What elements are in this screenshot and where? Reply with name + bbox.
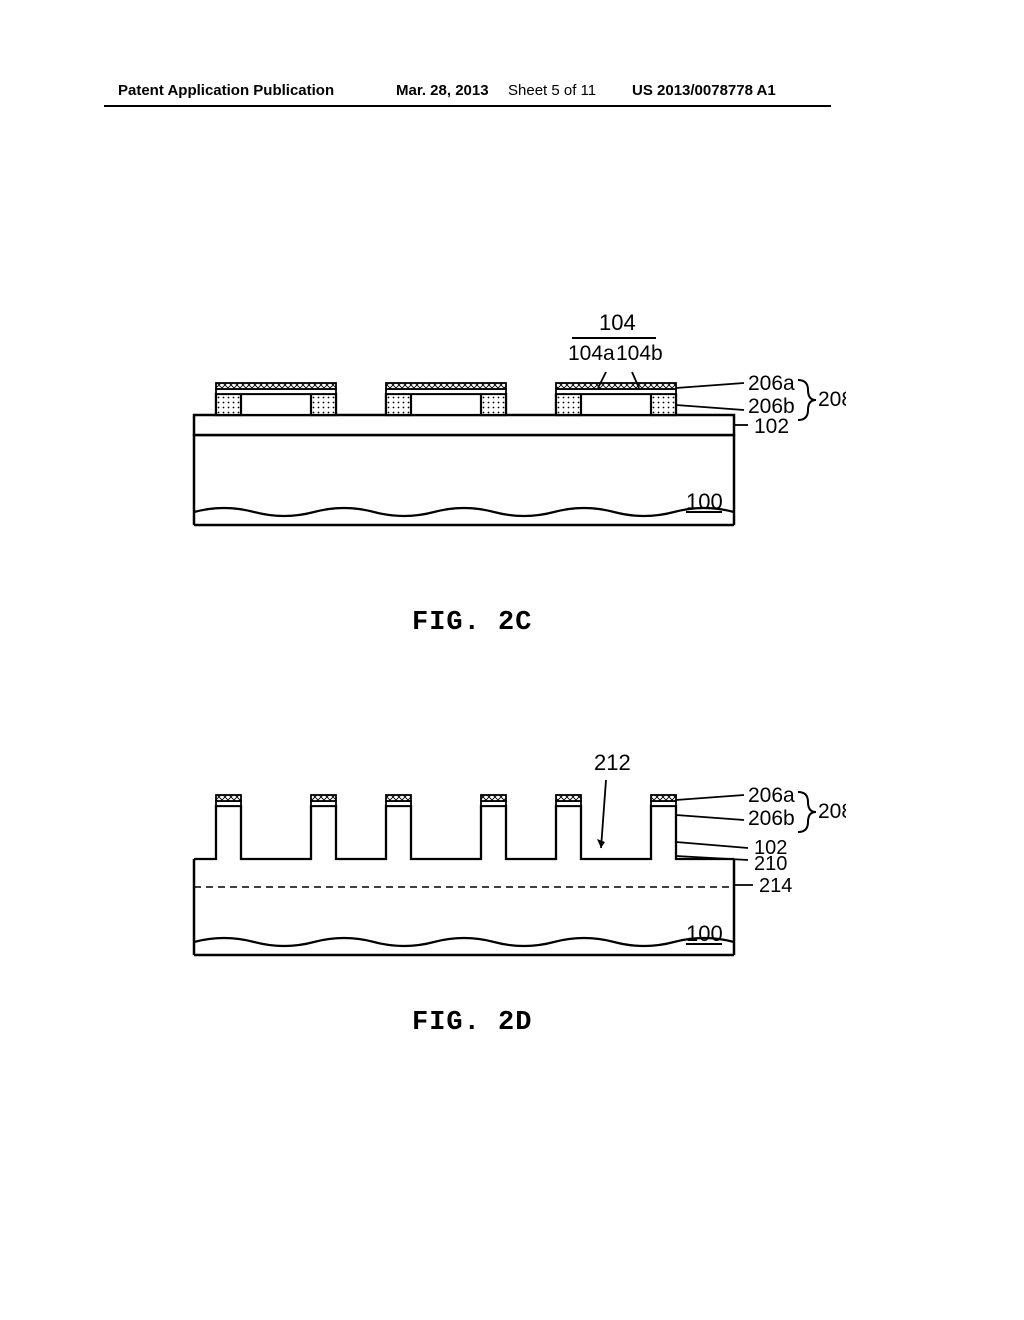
figure-2c: 104104a104b206a206b208102100 [186,310,846,560]
svg-text:104a: 104a [568,342,615,365]
header-rule [104,105,831,107]
patent-page: Patent Application Publication Mar. 28, … [0,0,1024,1320]
header-publication: Patent Application Publication [118,82,334,99]
header-sheet: Sheet 5 of 11 [508,82,596,99]
figure-2d: 212206a206b208102210214100 [186,740,846,990]
svg-text:206a: 206a [748,372,795,395]
svg-text:100: 100 [686,921,723,946]
svg-text:208: 208 [818,800,846,823]
svg-text:206a: 206a [748,784,795,807]
svg-text:212: 212 [594,750,631,775]
svg-text:214: 214 [759,875,792,897]
svg-text:104b: 104b [616,342,663,365]
svg-text:208: 208 [818,388,846,411]
fig-2d-caption: FIG. 2D [412,1008,532,1038]
svg-text:100: 100 [686,489,723,514]
fig-2c-caption: FIG. 2C [412,608,532,638]
header-date: Mar. 28, 2013 [396,82,489,99]
header-pubno: US 2013/0078778 A1 [632,82,776,99]
svg-text:102: 102 [754,415,789,438]
svg-text:104: 104 [599,310,636,335]
svg-text:210: 210 [754,853,787,875]
svg-text:206b: 206b [748,807,795,830]
